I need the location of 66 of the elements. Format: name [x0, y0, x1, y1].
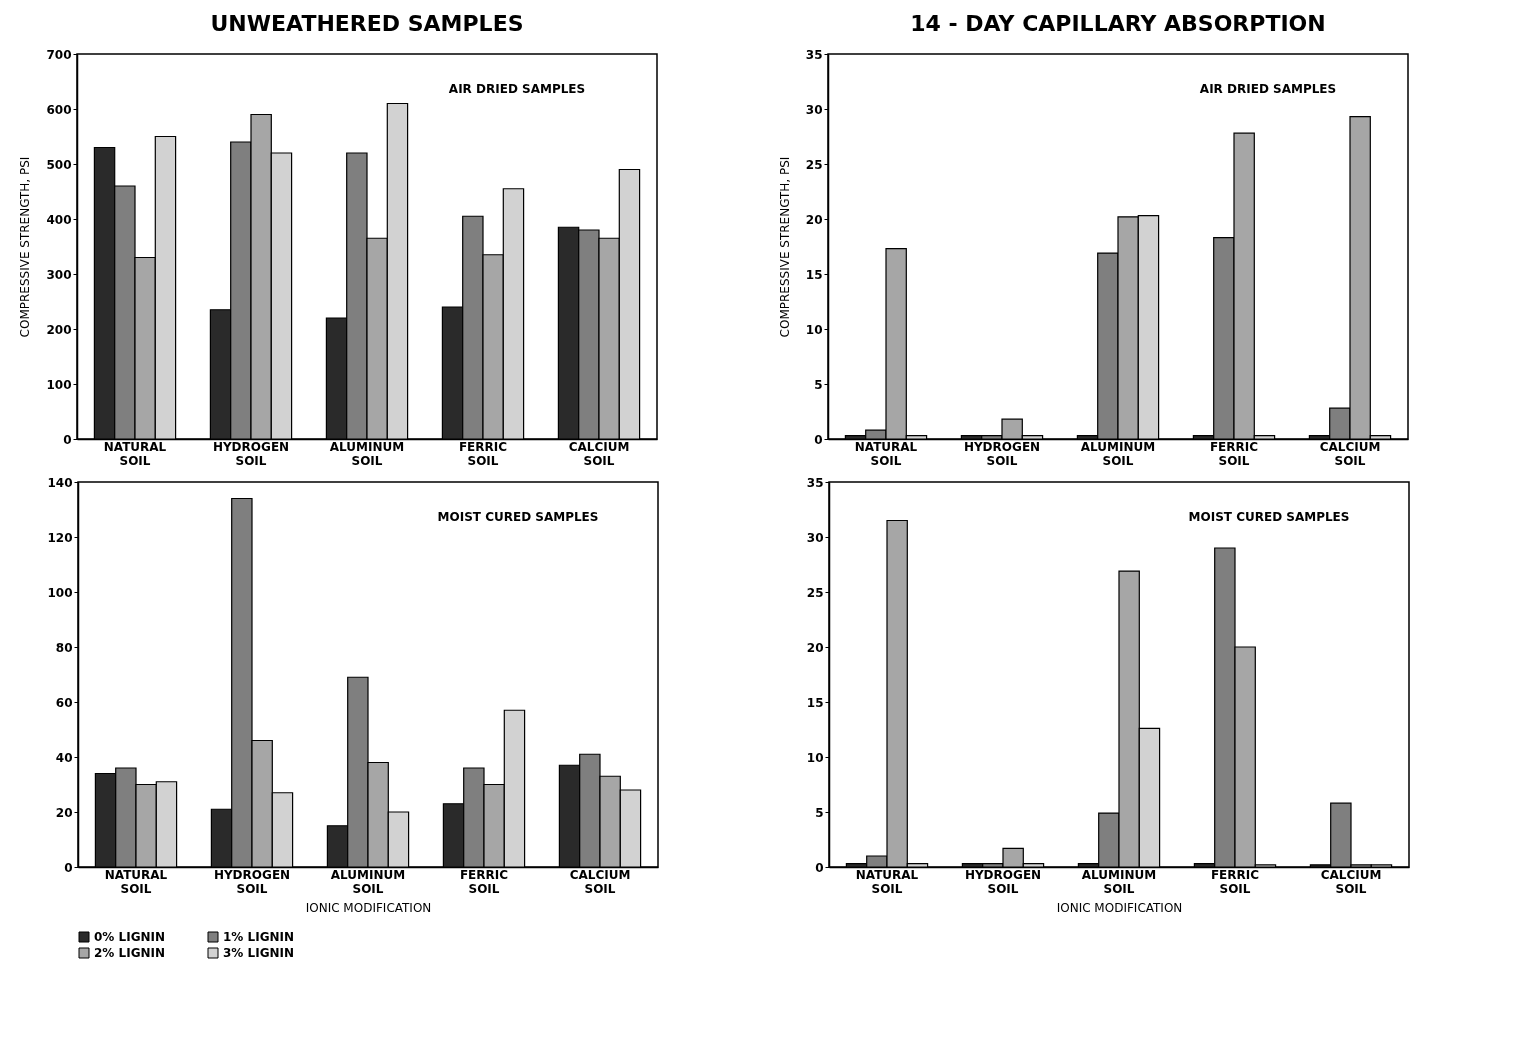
x-tick-label: NATURAL SOIL	[855, 867, 919, 896]
y-tick-label: 400	[46, 212, 72, 227]
annotation: AIR DRIED SAMPLES	[1199, 82, 1337, 96]
y-tick-label: 100	[47, 585, 73, 600]
x-tick-label: ALUMINUM SOIL	[329, 439, 405, 468]
annotation: MOIST CURED SAMPLES	[1188, 510, 1350, 524]
y-tick-label: 700	[46, 47, 72, 62]
y-tick-label: 300	[46, 267, 72, 282]
y-tick-label: 30	[805, 102, 823, 117]
legend-label: 1% LIGNIN	[223, 930, 295, 944]
y-tick-label: 10	[806, 750, 824, 765]
x-tick-label: CALCIUM SOIL	[1320, 867, 1382, 896]
y-tick-label: 15	[806, 695, 824, 710]
x-tick-label: CALCIUM SOIL	[569, 867, 631, 896]
x-tick-label: ALUMINUM SOIL	[330, 867, 406, 896]
chart-title: UNWEATHERED SAMPLES	[210, 11, 524, 36]
y-tick-label: 20	[805, 212, 823, 227]
y-tick-label: 120	[47, 530, 73, 545]
x-tick-label: HYDROGEN SOIL	[964, 867, 1042, 896]
chart-title: 14 - DAY CAPILLARY ABSORPTION	[910, 11, 1326, 36]
x-tick-label: NATURAL SOIL	[854, 439, 918, 468]
x-tick-label: HYDROGEN SOIL	[212, 439, 290, 468]
y-tick-label: 40	[55, 750, 73, 765]
x-tick-label: ALUMINUM SOIL	[1081, 867, 1157, 896]
y-tick-label: 0	[64, 860, 73, 875]
y-tick-label: 30	[806, 530, 824, 545]
y-tick-label: 25	[805, 157, 823, 172]
y-tick-label: 60	[55, 695, 73, 710]
y-tick-label: 25	[806, 585, 824, 600]
annotation: MOIST CURED SAMPLES	[437, 510, 599, 524]
y-tick-label: 10	[805, 322, 823, 337]
y-tick-label: 15	[805, 267, 823, 282]
x-axis-title: IONIC MODIFICATION	[1056, 900, 1183, 915]
y-tick-label: 0	[815, 860, 824, 875]
y-tick-label: 600	[46, 102, 72, 117]
x-tick-label: NATURAL SOIL	[104, 867, 168, 896]
x-tick-label: FERRIC SOIL	[1209, 439, 1259, 468]
y-axis-title: COMPRESSIVE STRENGTH, PSI	[18, 156, 33, 338]
y-tick-label: 500	[46, 157, 72, 172]
y-tick-label: 35	[805, 47, 823, 62]
x-tick-label: FERRIC SOIL	[1210, 867, 1260, 896]
legend-label: 0% LIGNIN	[94, 930, 166, 944]
annotation: AIR DRIED SAMPLES	[448, 82, 586, 96]
y-tick-label: 140	[47, 475, 73, 490]
x-tick-label: NATURAL SOIL	[103, 439, 167, 468]
y-tick-label: 20	[55, 805, 73, 820]
y-tick-label: 0	[814, 432, 823, 447]
y-tick-label: 200	[46, 322, 72, 337]
y-axis-title: COMPRESSIVE STRENGTH, PSI	[777, 156, 792, 338]
y-tick-label: 35	[806, 475, 824, 490]
x-tick-label: FERRIC SOIL	[459, 867, 509, 896]
legend-label: 2% LIGNIN	[94, 946, 166, 960]
y-tick-label: 5	[814, 377, 823, 392]
x-tick-label: HYDROGEN SOIL	[213, 867, 291, 896]
legend-label: 3% LIGNIN	[223, 946, 295, 960]
y-tick-label: 100	[46, 377, 72, 392]
x-tick-label: CALCIUM SOIL	[1319, 439, 1381, 468]
x-tick-label: ALUMINUM SOIL	[1080, 439, 1156, 468]
x-tick-label: HYDROGEN SOIL	[963, 439, 1041, 468]
y-tick-label: 0	[63, 432, 72, 447]
y-tick-label: 20	[806, 640, 824, 655]
y-tick-label: 5	[815, 805, 824, 820]
x-tick-label: FERRIC SOIL	[458, 439, 508, 468]
x-tick-label: CALCIUM SOIL	[568, 439, 630, 468]
x-axis-title: IONIC MODIFICATION	[305, 900, 432, 915]
y-tick-label: 80	[55, 640, 73, 655]
